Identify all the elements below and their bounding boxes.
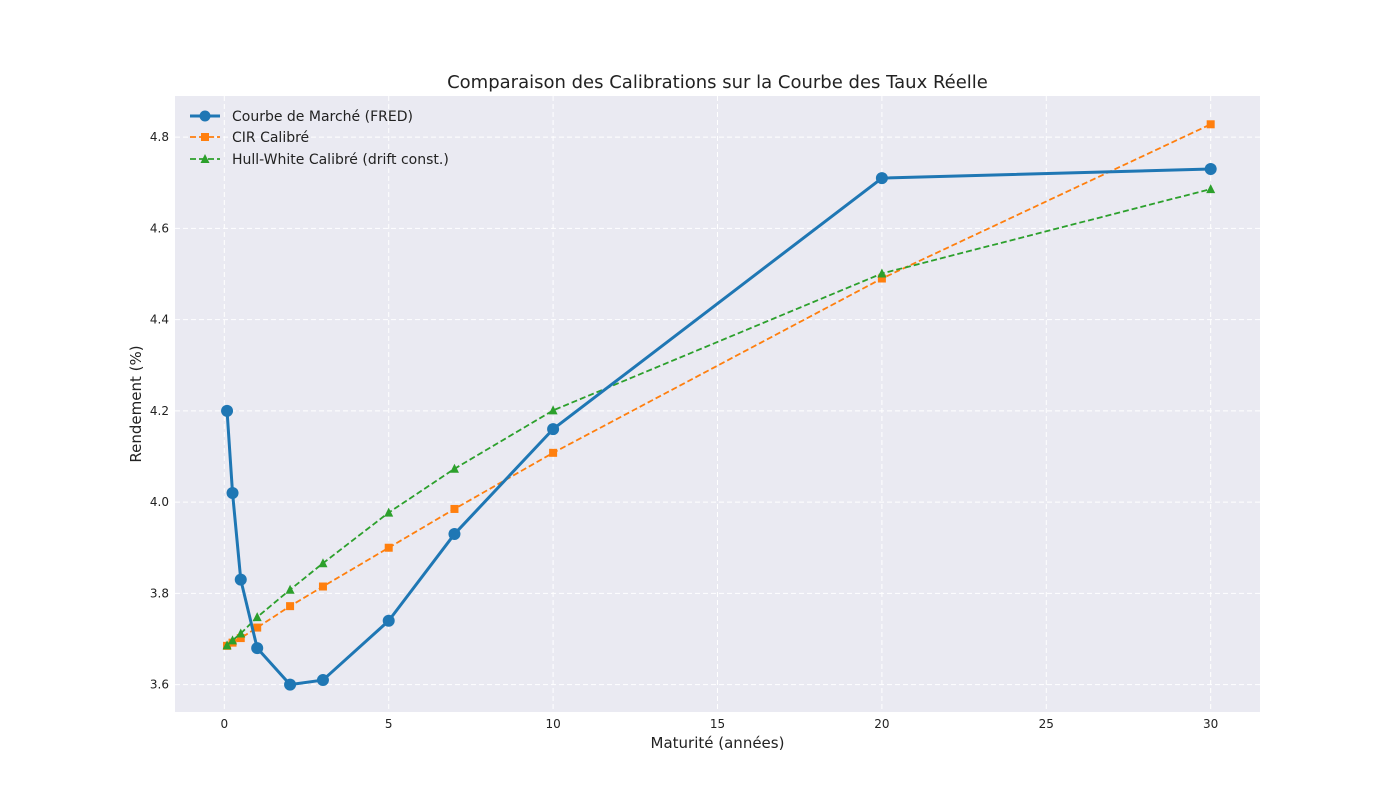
data-point-cir [549, 448, 558, 457]
grid-lines [175, 96, 1260, 712]
data-point-market [284, 678, 297, 691]
x-tick-label: 30 [1203, 717, 1218, 731]
x-axis-ticks: 0 5 10 15 20 25 30 [220, 717, 1218, 731]
data-point-hull-white [285, 584, 295, 594]
data-point-hull-white [449, 463, 459, 473]
x-axis-label: Maturité (années) [651, 734, 785, 752]
data-point-market [221, 404, 234, 417]
data-point-market [234, 573, 247, 586]
data-point-cir [286, 602, 295, 611]
data-point-market [382, 614, 395, 627]
y-axis-ticks: 3.6 3.8 4.0 4.2 4.4 4.6 4.8 [150, 130, 169, 692]
data-point-market [448, 528, 461, 541]
legend-entry-cir: CIR Calibré [190, 130, 309, 146]
data-point-market [875, 172, 888, 185]
data-point-market [251, 642, 264, 655]
data-point-cir [1206, 120, 1215, 129]
data-point-cir [384, 543, 393, 552]
y-axis-label: Rendement (%) [127, 345, 145, 462]
data-point-market [547, 423, 560, 436]
data-point-cir [236, 634, 245, 643]
y-tick-label: 4.8 [150, 130, 169, 144]
data-point-cir [318, 582, 327, 591]
data-point-hull-white [222, 640, 232, 650]
data-point-hull-white [236, 628, 246, 638]
legend-marker-market [199, 110, 211, 122]
y-tick-label: 4.0 [150, 495, 169, 509]
data-point-cir [450, 504, 459, 513]
x-tick-label: 5 [385, 717, 393, 731]
data-point-hull-white [877, 268, 887, 278]
data-point-cir [253, 623, 262, 632]
y-tick-label: 3.8 [150, 586, 169, 600]
x-tick-label: 0 [220, 717, 228, 731]
legend-marker-hull-white [200, 154, 210, 163]
legend-entry-market: Courbe de Marché (FRED) [190, 109, 413, 125]
data-point-hull-white [228, 635, 238, 645]
y-tick-label: 3.6 [150, 678, 169, 692]
data-point-market [1204, 163, 1217, 176]
data-point-hull-white [548, 405, 558, 415]
data-point-hull-white [384, 507, 394, 517]
data-point-hull-white [318, 558, 328, 568]
chart-title: Comparaison des Calibrations sur la Cour… [447, 72, 988, 93]
legend: Courbe de Marché (FRED) CIR Calibré Hull… [190, 109, 449, 168]
data-point-market [316, 674, 329, 687]
legend-label-market: Courbe de Marché (FRED) [232, 109, 413, 125]
legend-entry-hull-white: Hull-White Calibré (drift const.) [190, 152, 449, 168]
data-point-cir [877, 274, 886, 283]
y-tick-label: 4.4 [150, 313, 169, 327]
data-point-hull-white [252, 612, 262, 622]
y-tick-label: 4.2 [150, 404, 169, 418]
legend-marker-cir [201, 133, 209, 141]
x-tick-label: 10 [545, 717, 560, 731]
y-tick-label: 4.6 [150, 221, 169, 235]
data-point-market [226, 486, 239, 499]
x-tick-label: 15 [710, 717, 725, 731]
x-tick-label: 25 [1039, 717, 1054, 731]
legend-label-cir: CIR Calibré [232, 130, 309, 146]
series-layer [221, 120, 1217, 691]
x-tick-label: 20 [874, 717, 889, 731]
legend-label-hull-white: Hull-White Calibré (drift const.) [232, 152, 449, 168]
data-point-hull-white [1206, 184, 1216, 194]
